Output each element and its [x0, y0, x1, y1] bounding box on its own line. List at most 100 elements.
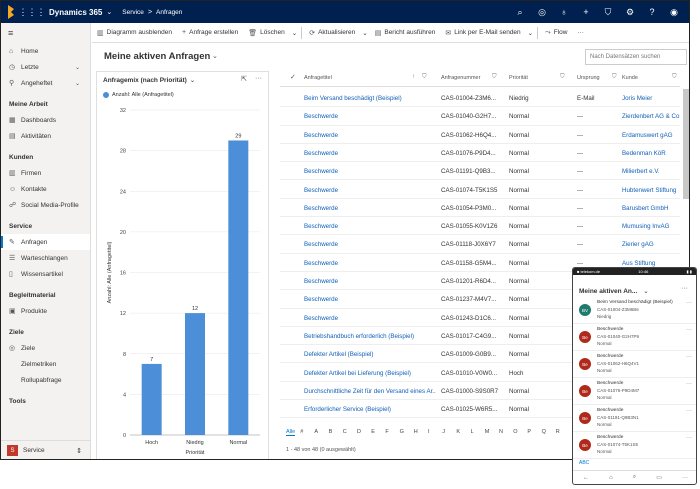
alphabet-letter[interactable]: L: [470, 429, 474, 435]
alphabet-letter[interactable]: B: [328, 429, 333, 435]
table-row[interactable]: Beschwerde CAS-01062-H6Q4... Normal --- Erda…: [280, 126, 680, 144]
table-cell[interactable]: Beschwerde: [304, 149, 339, 157]
table-cell[interactable]: Beim Versand beschädigt (Beispiel): [304, 95, 402, 102]
user-icon[interactable]: ◉: [670, 6, 678, 17]
column-header-number[interactable]: Anfragenummer: [441, 75, 481, 81]
table-row[interactable]: Beschwerde CAS-01040-G2H7... Normal --- Zier…: [280, 107, 680, 126]
table-cell[interactable]: Beschwerde: [304, 186, 339, 194]
alphabet-letter[interactable]: #: [300, 429, 304, 435]
mobile-view-title[interactable]: Meine aktiven An... ⌄: [579, 288, 649, 295]
table-cell[interactable]: Betriebshandbuch erforderlich (Beispiel): [304, 332, 415, 340]
switch-area-icon[interactable]: ⇕: [76, 447, 82, 455]
table-cell[interactable]: Hubtenwert Stiftung: [622, 186, 677, 194]
sidebar-item[interactable]: Rollupabfrage: [1, 372, 90, 388]
alphabet-letter[interactable]: N: [499, 429, 503, 435]
chevron-down-icon[interactable]: ⌄: [362, 29, 368, 37]
sidebar-item[interactable]: ✎ Anfragen: [1, 234, 90, 250]
search-input[interactable]: Nach Datensätzen suchen: [585, 49, 687, 65]
alphabet-letter[interactable]: G: [399, 429, 404, 435]
list-item[interactable]: Be Beschwerde CAS-01074-T5K1S5 Normal ···: [573, 432, 696, 459]
help-icon[interactable]: ?: [649, 7, 655, 17]
chevron-down-icon[interactable]: ⌄: [74, 80, 80, 87]
table-cell[interactable]: Defekter Artikel bei Lieferung (Beispiel…: [304, 369, 411, 377]
chevron-down-icon[interactable]: ⌄: [291, 29, 298, 37]
table-cell[interactable]: Milierbert e.V.: [622, 168, 660, 176]
alphabet-letter[interactable]: Q: [541, 429, 546, 435]
alphabet-letter[interactable]: H: [413, 429, 418, 435]
sidebar-item[interactable]: ◎ Ziele: [1, 340, 90, 356]
filter-icon[interactable]: ⛉: [492, 74, 497, 80]
more-options-icon[interactable]: ···: [686, 327, 692, 333]
chevron-down-icon[interactable]: ⌄: [74, 64, 80, 71]
more-options-icon[interactable]: ···: [686, 381, 692, 387]
table-cell[interactable]: Beschwerde: [304, 259, 339, 267]
more-options-icon[interactable]: ···: [686, 300, 692, 306]
sidebar-item-home[interactable]: ⌂ Home: [1, 43, 90, 59]
table-row[interactable]: Beschwerde CAS-01158-G5M4... Normal --- Aus …: [280, 254, 680, 272]
view-selector-chevron-icon[interactable]: ⌄: [212, 53, 218, 60]
table-cell[interactable]: Durchschnittliche Zeit für den Versand e…: [304, 387, 436, 395]
table-cell[interactable]: Beschwerde: [304, 223, 339, 231]
list-item[interactable]: BV Beim Versand beschädigt (Beispiel) CAS-…: [573, 297, 696, 324]
vertical-scrollbar[interactable]: [683, 89, 689, 199]
alphabet-letter[interactable]: R: [555, 429, 560, 435]
command-report[interactable]: ▤ Bericht ausführen: [370, 23, 441, 43]
table-row[interactable]: Beschwerde CAS-01055-K0V1Z6 Normal --- Mumus…: [280, 217, 680, 236]
chevron-down-icon[interactable]: ⌄: [106, 9, 113, 16]
list-item[interactable]: Be Beschwerde CAS-01040-G2H7P9 Normal ···: [573, 324, 696, 351]
app-name[interactable]: Dynamics 365: [49, 7, 103, 17]
alphabet-letter[interactable]: P: [527, 429, 532, 435]
table-cell[interactable]: Aus Stiftung: [622, 259, 656, 267]
more-icon[interactable]: ···: [681, 474, 688, 481]
search-icon[interactable]: ⌕: [632, 474, 637, 480]
filter-icon[interactable]: ⛉: [672, 74, 677, 80]
more-options-icon[interactable]: ···: [686, 354, 692, 360]
table-cell[interactable]: Erdamuswert gAG: [622, 131, 673, 139]
alphabet-letter[interactable]: M: [484, 429, 490, 435]
table-row[interactable]: Beschwerde CAS-01054-P3M0... Normal --- Baru…: [280, 199, 680, 218]
select-all-checkbox[interactable]: ✓: [290, 74, 296, 81]
more-options-icon[interactable]: ···: [255, 75, 262, 82]
hamburger-icon[interactable]: ≡: [8, 28, 14, 38]
filter-icon[interactable]: ⛉: [612, 74, 617, 80]
table-cell[interactable]: Defekter Artikel (Beispiel): [304, 351, 374, 359]
table-cell[interactable]: Erforderlicher Service (Beispiel): [304, 406, 391, 414]
alphabet-letter[interactable]: C: [342, 429, 347, 435]
alphabet-letter[interactable]: Alle: [286, 429, 296, 436]
chevron-down-icon[interactable]: ⌄: [643, 288, 649, 295]
table-cell[interactable]: Mumusing InvAG: [622, 223, 670, 231]
sidebar-item-pin[interactable]: ⚲ Angeheftet ⌄: [1, 75, 90, 91]
area-switcher[interactable]: S Service ⇕: [1, 440, 90, 459]
table-cell[interactable]: Beschwerde: [304, 113, 339, 121]
sidebar-item[interactable]: Zielmetriken: [1, 356, 90, 372]
sort-ascending-icon[interactable]: ↑: [412, 74, 415, 80]
table-cell[interactable]: Beschwerde: [304, 131, 339, 139]
table-row[interactable]: Beschwerde CAS-01191-Q9B3... Normal --- Mili…: [280, 162, 680, 181]
column-header-title[interactable]: Anfragetitel: [304, 75, 332, 81]
table-cell[interactable]: Bedenman KöR: [622, 149, 666, 157]
breadcrumb-area[interactable]: Service: [122, 8, 144, 16]
more-commands-icon[interactable]: ···: [577, 29, 584, 36]
table-cell[interactable]: Zierdenbert AG & Co: [622, 113, 680, 121]
sidebar-item-clock[interactable]: ◷ Letzte ⌄: [1, 59, 90, 75]
chart-title[interactable]: Anfragemix (nach Priorität) ⌄: [103, 77, 196, 84]
alphabet-jump[interactable]: ABC: [579, 460, 590, 466]
command-plus[interactable]: + Anfrage erstellen: [177, 23, 243, 43]
command-link[interactable]: ✉ Link per E-Mail senden: [440, 23, 525, 43]
table-cell[interactable]: Beschwerde: [304, 314, 339, 322]
alphabet-letter[interactable]: J: [442, 429, 445, 435]
table-cell[interactable]: Beschwerde: [304, 278, 339, 285]
alphabet-letter[interactable]: E: [371, 429, 375, 435]
command-flow[interactable]: ⤳ Flow: [540, 23, 572, 43]
chevron-down-icon[interactable]: ⌄: [189, 77, 196, 84]
table-cell[interactable]: Barusbert GmbH: [622, 204, 669, 212]
more-options-icon[interactable]: ···: [686, 408, 692, 414]
column-header-priority[interactable]: Priorität: [509, 75, 528, 81]
sidebar-item[interactable]: ▯ Wissensartikel: [1, 266, 90, 282]
gear-icon[interactable]: ⚙: [625, 6, 635, 17]
plus-icon[interactable]: +: [583, 7, 589, 17]
chevron-down-icon[interactable]: ⌄: [527, 29, 534, 37]
table-cell[interactable]: Beschwerde: [304, 204, 339, 212]
back-icon[interactable]: ←: [583, 474, 590, 481]
breadcrumb-entity[interactable]: Anfragen: [156, 8, 183, 16]
